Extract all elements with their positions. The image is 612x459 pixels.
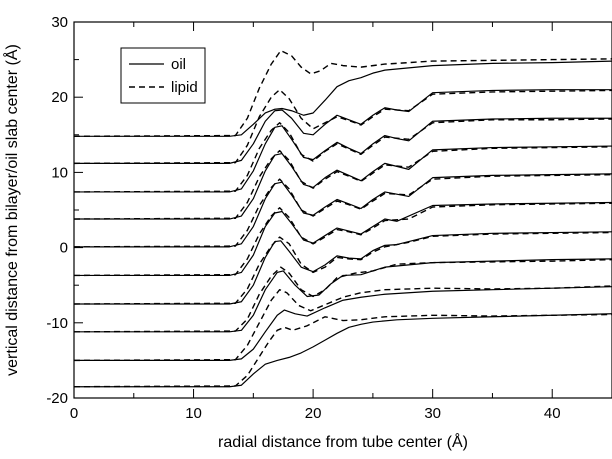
oil-series-line-2 — [74, 286, 612, 361]
y-tick-label: 0 — [60, 240, 68, 257]
oil-series-line-18 — [74, 60, 612, 137]
x-axis-title: radial distance from tube center (Å) — [218, 432, 468, 451]
lipid-series-line-9 — [73, 202, 612, 277]
oil-series-line-6 — [74, 231, 612, 305]
oil-series-line-10 — [74, 173, 612, 248]
lipid-series-line-11 — [73, 173, 612, 248]
oil-series-line-8 — [74, 201, 612, 277]
legend-box — [120, 47, 206, 104]
x-tick-label: 20 — [305, 405, 322, 422]
lipid-series-line-7 — [73, 231, 612, 305]
x-tick-label: 0 — [70, 405, 78, 422]
legend: oil lipid — [120, 47, 206, 104]
lipid-series-line-5 — [73, 258, 612, 333]
y-tick-label: 20 — [51, 89, 68, 106]
lipid-series-line-13 — [73, 146, 612, 220]
y-tick-label: 30 — [51, 14, 68, 31]
lipid-series-line-15 — [73, 118, 612, 193]
oil-series-line-14 — [74, 117, 612, 193]
y-axis-title: vertical distance from bilayer/oil slab … — [2, 44, 21, 376]
lipid-series-line-19 — [73, 49, 612, 137]
oil-series-line-12 — [74, 145, 612, 220]
series-group — [73, 49, 612, 388]
x-tick-label: 40 — [544, 405, 561, 422]
x-tick-label: 10 — [185, 405, 202, 422]
legend-label-oil: oil — [171, 56, 186, 73]
axis-ticks: 0 10 20 30 40 -20 -10 0 10 20 30 — [46, 14, 612, 422]
y-tick-label: -20 — [46, 390, 68, 407]
lipid-series-line-3 — [73, 285, 612, 362]
oil-series-line-0 — [74, 313, 612, 388]
x-tick-label: 30 — [424, 405, 441, 422]
oil-series-line-16 — [74, 89, 612, 164]
lipid-series-line-1 — [73, 313, 612, 388]
legend-label-lipid: lipid — [171, 79, 198, 96]
y-tick-label: 10 — [51, 164, 68, 181]
y-tick-label: -10 — [46, 315, 68, 332]
